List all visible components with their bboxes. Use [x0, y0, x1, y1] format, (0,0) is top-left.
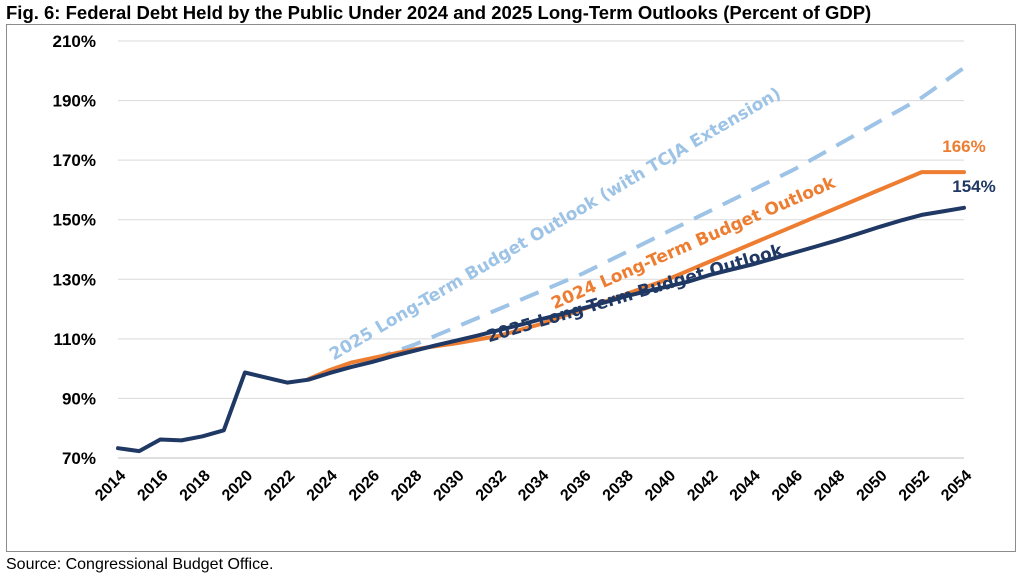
x-tick-label: 2018	[177, 467, 214, 504]
x-tick-label: 2048	[811, 467, 848, 504]
x-tick-label: 2036	[557, 467, 594, 504]
x-tick-label: 2030	[431, 467, 468, 504]
x-tick-label: 2014	[92, 467, 129, 504]
x-tick-label: 2032	[473, 467, 510, 504]
end-label-2025: 154%	[952, 177, 995, 196]
end-label-2024: 166%	[942, 137, 985, 156]
chart-title: Fig. 6: Federal Debt Held by the Public …	[6, 2, 872, 23]
x-tick-label: 2042	[684, 467, 721, 504]
y-tick-label: 110%	[53, 330, 96, 349]
x-tick-label: 2028	[388, 467, 425, 504]
y-tick-label: 190%	[53, 92, 96, 111]
y-tick-label: 150%	[53, 211, 96, 230]
x-tick-label: 2038	[600, 467, 637, 504]
y-tick-label: 210%	[53, 32, 96, 51]
x-tick-label: 2024	[304, 467, 341, 504]
annotation-2025: 2025 Long-Term Budget Outlook	[484, 240, 785, 347]
chart-frame	[6, 24, 1016, 552]
x-tick-label: 2054	[938, 467, 975, 504]
outlook-2024-line	[306, 170, 966, 382]
y-tick-label: 130%	[53, 270, 96, 289]
x-tick-label: 2040	[642, 467, 679, 504]
y-tick-label: 90%	[62, 389, 96, 408]
y-tick-label: 170%	[53, 151, 96, 170]
x-tick-label: 2022	[261, 467, 298, 504]
x-tick-label: 2034	[515, 467, 552, 504]
gridlines	[118, 40, 964, 399]
axes: 70%90%110%130%150%170%190%210%2014 2016 20…	[53, 32, 976, 504]
series-labels: 166%154%2025 Long-Term Budget Outlook (w…	[326, 84, 996, 365]
series-lines	[116, 66, 966, 454]
x-tick-label: 2046	[769, 467, 806, 504]
tcja-extension-line	[371, 66, 966, 362]
source-note: Source: Congressional Budget Office.	[6, 556, 274, 573]
x-tick-label: 2020	[219, 467, 256, 504]
x-tick-label: 2016	[134, 467, 171, 504]
y-tick-label: 70%	[62, 449, 96, 468]
outlook-2025-line	[116, 205, 966, 454]
x-tick-label: 2052	[896, 467, 933, 504]
x-tick-label: 2026	[346, 467, 383, 504]
x-tick-label: 2044	[727, 467, 764, 504]
x-tick-label: 2050	[854, 467, 891, 504]
